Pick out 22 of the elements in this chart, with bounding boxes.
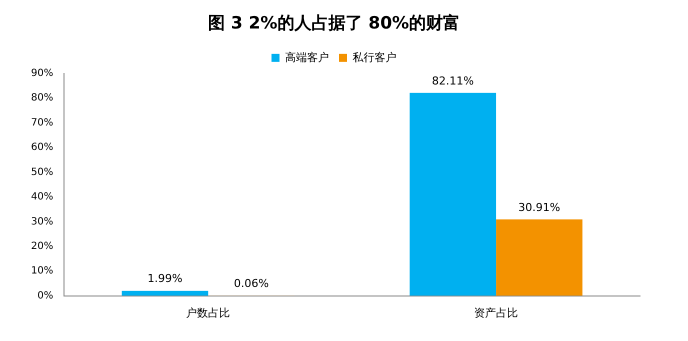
bar xyxy=(496,219,582,296)
bar xyxy=(122,290,208,296)
legend-label: 高端客户 xyxy=(285,50,329,64)
y-tick-label: 50% xyxy=(30,166,54,178)
y-tick-label: 0% xyxy=(37,290,54,302)
data-label: 30.91% xyxy=(518,200,560,214)
y-tick-label: 90% xyxy=(30,68,54,79)
y-tick-label: 10% xyxy=(30,266,54,277)
data-label: 1.99% xyxy=(148,272,182,286)
y-tick-label: 40% xyxy=(30,192,54,203)
data-label: 82.11% xyxy=(432,74,474,88)
y-tick-label: 60% xyxy=(30,142,54,154)
y-tick-label: 70% xyxy=(30,117,54,128)
data-label: 0.06% xyxy=(234,277,269,290)
chart-title: 图 3 2%的人占据了 80%的财富 xyxy=(208,14,460,34)
legend-label: 私行客户 xyxy=(352,50,396,64)
bar xyxy=(410,92,496,296)
x-tick-label: 资产占比 xyxy=(474,306,518,320)
y-tick-label: 80% xyxy=(30,92,54,104)
y-tick-label: 20% xyxy=(30,240,54,252)
y-tick-label: 30% xyxy=(30,216,54,228)
x-tick-label: 户数占比 xyxy=(186,306,230,320)
